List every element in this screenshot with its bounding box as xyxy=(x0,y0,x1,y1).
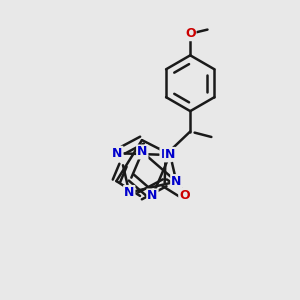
Text: N: N xyxy=(124,186,134,199)
Text: O: O xyxy=(185,27,196,40)
Text: O: O xyxy=(179,189,190,202)
Text: N: N xyxy=(171,175,182,188)
Text: N: N xyxy=(160,148,171,161)
Text: N: N xyxy=(112,147,122,160)
Text: N: N xyxy=(165,148,175,161)
Text: N: N xyxy=(147,189,158,203)
Text: N: N xyxy=(137,146,148,158)
